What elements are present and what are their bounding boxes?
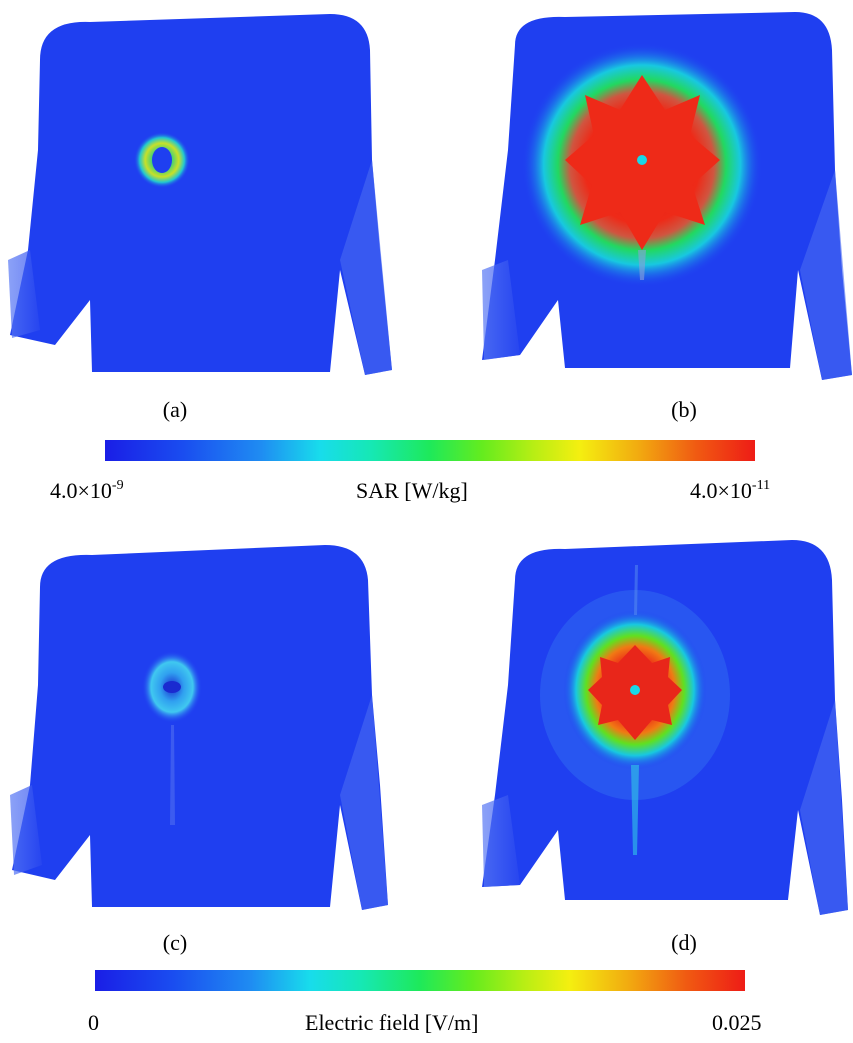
sar-min-mantissa: 4.0×10 <box>50 478 112 503</box>
sar-min-exponent: -9 <box>111 478 124 493</box>
torso-efield-low-image <box>10 545 388 910</box>
sar-colorbar <box>105 440 755 461</box>
panel-label-c: (c) <box>162 930 188 955</box>
sar-max-mantissa: 4.0×10 <box>690 478 752 503</box>
sar-colorbar-min: 4.0×10-9 <box>50 478 124 504</box>
torso-sar-low-image <box>8 14 392 375</box>
efield-colorbar-title: Electric field [V/m] <box>305 1010 479 1035</box>
sar-colorbar-max: 4.0×10-11 <box>690 478 770 504</box>
panel-label-a: (a) <box>162 397 188 422</box>
panel-label-b: (b) <box>671 397 697 422</box>
torso-panel-a <box>0 0 420 385</box>
efield-colorbar-min: 0 <box>88 1010 99 1035</box>
torso-panel-d <box>420 525 853 925</box>
torso-sar-high-image <box>482 12 852 380</box>
efield-colorbar-max: 0.025 <box>712 1010 762 1035</box>
torso-efield-high-image <box>482 540 848 915</box>
efield-colorbar <box>95 970 745 991</box>
torso-panel-b <box>420 0 853 385</box>
torso-panel-c <box>0 525 420 925</box>
sar-max-exponent: -11 <box>751 478 771 493</box>
panel-label-d: (d) <box>671 930 697 955</box>
sar-colorbar-title: SAR [W/kg] <box>356 478 468 503</box>
